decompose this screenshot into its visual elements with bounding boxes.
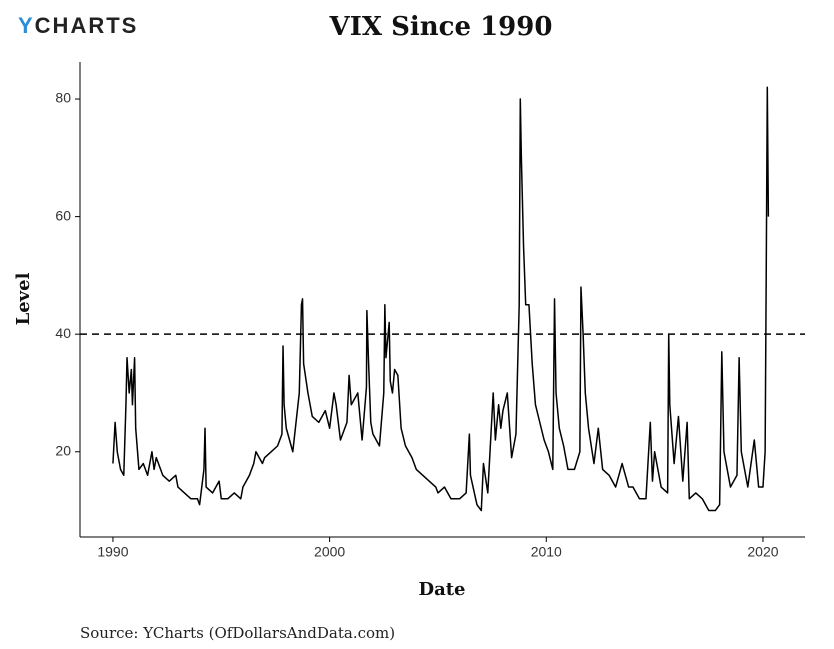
logo: YCHARTS <box>18 13 138 38</box>
y-tick-label: 20 <box>55 442 71 458</box>
vix-line <box>112 86 770 512</box>
x-tick-label: 2000 <box>314 544 345 560</box>
x-axis-label: Date <box>418 579 465 600</box>
chart-title: VIX Since 1990 <box>329 12 553 42</box>
y-tick-label: 40 <box>55 325 71 341</box>
source-note: Source: YCharts (OfDollarsAndData.com) <box>80 624 395 642</box>
x-tick-label: 2020 <box>747 544 778 560</box>
y-tick-label: 60 <box>55 207 71 223</box>
x-tick-label: 1990 <box>97 544 128 560</box>
x-tick-label: 2010 <box>531 544 562 560</box>
y-axis-label: Level <box>13 272 34 325</box>
y-tick-label: 80 <box>55 90 71 106</box>
